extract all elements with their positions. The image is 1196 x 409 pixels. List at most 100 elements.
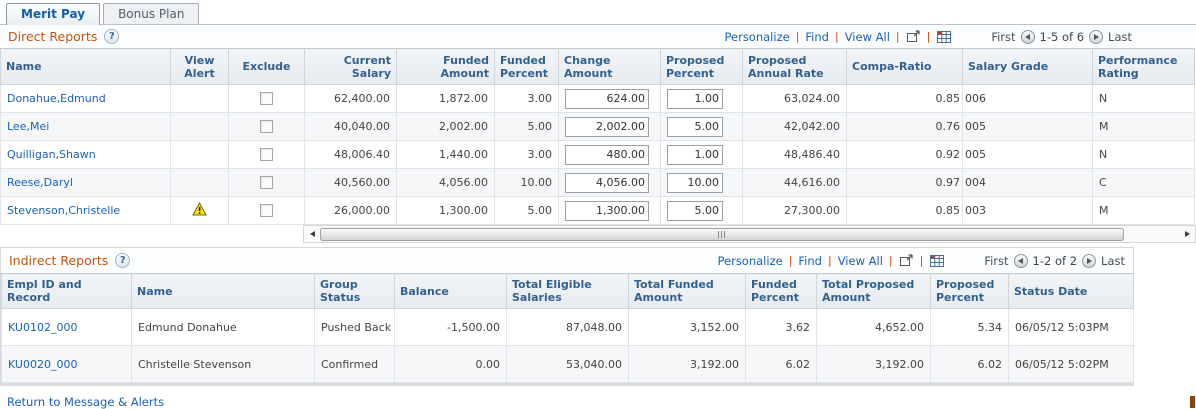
- next-arrow-icon: [1086, 257, 1092, 264]
- cell-exclude-checked: [228, 112, 305, 141]
- tab-bonus-plan[interactable]: Bonus Plan: [103, 3, 200, 24]
- change-amount-input[interactable]: [565, 116, 649, 137]
- change-amount-input[interactable]: [565, 172, 649, 193]
- scroll-thumb[interactable]: [320, 227, 1125, 241]
- column-header-exclude[interactable]: Exclude: [228, 48, 305, 85]
- find-link[interactable]: Find: [798, 253, 822, 268]
- column-header-empl-id-and-record[interactable]: Empl ID and Record: [1, 273, 132, 309]
- next-page-button[interactable]: [1082, 253, 1097, 268]
- proposed-percent-input[interactable]: [667, 144, 723, 165]
- direct-reports-grid: Name View Alert Exclude Current Salary Funde…: [0, 48, 1195, 225]
- exclude-checkbox[interactable]: [260, 176, 273, 190]
- tab-merit-pay[interactable]: Merit Pay: [6, 3, 101, 25]
- column-header-salary-grade[interactable]: Salary Grade: [962, 48, 1093, 85]
- indirect-report-row: KU0020_000 Christelle Stevenson Confirmed 0…: [1, 345, 1134, 383]
- prev-page-button[interactable]: [1013, 253, 1028, 268]
- view-all-link[interactable]: View All: [844, 29, 890, 44]
- warning-icon[interactable]: [192, 201, 207, 216]
- cell-balance: -1,500.00: [394, 308, 507, 346]
- separator: |: [895, 30, 900, 43]
- proposed-percent-input[interactable]: [667, 88, 723, 109]
- first-link[interactable]: First: [991, 29, 1016, 44]
- separator: |: [795, 30, 800, 43]
- column-header-funded-amount[interactable]: Funded Amount: [396, 48, 495, 85]
- direct-reports-header-bar: Direct Reports ? Personalize | Find | Vi…: [0, 25, 1196, 48]
- column-header-compa-ratio[interactable]: Compa-Ratio: [846, 48, 963, 85]
- proposed-percent-input[interactable]: [667, 200, 723, 221]
- cell-group-status: Pushed Back: [314, 308, 395, 346]
- cell-salary-grade: 003: [962, 196, 1093, 225]
- column-header-performance-rating[interactable]: Performance Rating: [1092, 48, 1195, 85]
- exclude-checkbox[interactable]: [260, 92, 273, 106]
- personalize-link[interactable]: Personalize: [724, 29, 790, 44]
- column-header-change-amount[interactable]: Change Amount: [558, 48, 661, 85]
- column-header-funded-percent[interactable]: Funded Percent: [745, 273, 817, 309]
- proposed-percent-input[interactable]: [667, 116, 723, 137]
- change-amount-input[interactable]: [565, 144, 649, 165]
- popout-icon[interactable]: [899, 254, 914, 267]
- download-grid-icon[interactable]: [936, 30, 952, 44]
- cell-funded-percent: 3.00: [494, 140, 559, 169]
- last-link[interactable]: Last: [1101, 253, 1125, 268]
- employee-name-link[interactable]: Stevenson,Christelle: [7, 204, 121, 217]
- indirect-reports-section: Indirect Reports ? Personalize | Find | …: [0, 247, 1134, 386]
- first-link[interactable]: First: [984, 253, 1009, 268]
- prev-page-button[interactable]: [1020, 29, 1035, 44]
- change-amount-input[interactable]: [565, 200, 649, 221]
- cell-funded-amount: 2,002.00: [396, 112, 495, 141]
- cell-empl-id: KU0020_000: [1, 345, 132, 383]
- proposed-percent-input[interactable]: [667, 172, 723, 193]
- view-all-link[interactable]: View All: [837, 253, 883, 268]
- find-link[interactable]: Find: [805, 29, 829, 44]
- column-header-funded-percent[interactable]: Funded Percent: [494, 48, 559, 85]
- column-header-proposed-percent[interactable]: Proposed Percent: [930, 273, 1009, 309]
- separator: |: [926, 30, 931, 43]
- column-header-total-funded-amount[interactable]: Total Funded Amount: [628, 273, 746, 309]
- cell-proposed-annual-rate: 63,024.00: [742, 84, 847, 113]
- help-icon[interactable]: ?: [104, 29, 120, 44]
- hscrollbar[interactable]: [303, 225, 1196, 243]
- column-header-name[interactable]: Name: [131, 273, 315, 309]
- tab-bar: Merit Pay Bonus Plan: [0, 0, 1196, 25]
- column-header-total-proposed-amount[interactable]: Total Proposed Amount: [816, 273, 931, 309]
- last-link[interactable]: Last: [1108, 29, 1132, 44]
- next-page-button[interactable]: [1089, 29, 1104, 44]
- empl-id-link[interactable]: KU0020_000: [8, 357, 78, 371]
- cell-exclude-checked: [228, 196, 305, 225]
- change-amount-input[interactable]: [565, 88, 649, 109]
- scroll-track[interactable]: [317, 226, 1182, 242]
- column-header-balance[interactable]: Balance: [394, 273, 507, 309]
- empl-id-link[interactable]: KU0102_000: [8, 320, 78, 334]
- exclude-checkbox[interactable]: [260, 204, 273, 218]
- cell-funded-percent: 3.00: [494, 84, 559, 113]
- column-header-group-status[interactable]: Group Status: [314, 273, 395, 309]
- exclude-checkbox[interactable]: [260, 148, 273, 162]
- employee-name-link[interactable]: Lee,Mei: [7, 120, 50, 133]
- column-header-proposed-annual-rate[interactable]: Proposed Annual Rate: [742, 48, 847, 85]
- exclude-checkbox[interactable]: [260, 120, 273, 134]
- cell-group-status: Confirmed: [314, 345, 395, 383]
- personalize-link[interactable]: Personalize: [717, 253, 783, 268]
- scroll-right-arrow[interactable]: [1182, 231, 1192, 237]
- column-header-proposed-percent[interactable]: Proposed Percent: [660, 48, 743, 85]
- cell-performance-rating: M: [1092, 112, 1195, 141]
- cell-change-amount: [558, 168, 661, 197]
- employee-name-link[interactable]: Donahue,Edmund: [7, 92, 106, 105]
- cell-current-salary: 40,040.00: [304, 112, 397, 141]
- download-grid-icon[interactable]: [929, 254, 945, 268]
- scroll-left-arrow[interactable]: [307, 231, 317, 237]
- column-header-current-salary[interactable]: Current Salary: [304, 48, 397, 85]
- popout-icon[interactable]: [906, 30, 921, 43]
- column-header-name[interactable]: Name: [0, 48, 171, 85]
- separator: |: [919, 254, 924, 267]
- cell-name: Edmund Donahue: [131, 308, 315, 346]
- cell-total-eligible-salaries: 53,040.00: [506, 345, 629, 383]
- help-icon[interactable]: ?: [115, 253, 131, 268]
- return-link[interactable]: Return to Message & Alerts: [7, 395, 165, 409]
- employee-name-link[interactable]: Reese,Daryl: [7, 176, 73, 189]
- employee-name-link[interactable]: Quilligan,Shawn: [7, 148, 96, 161]
- column-header-view-alert[interactable]: View Alert: [170, 48, 229, 85]
- column-header-status-date[interactable]: Status Date: [1008, 273, 1134, 309]
- column-header-total-eligible-salaries[interactable]: Total Eligible Salaries: [506, 273, 629, 309]
- separator: |: [827, 254, 832, 267]
